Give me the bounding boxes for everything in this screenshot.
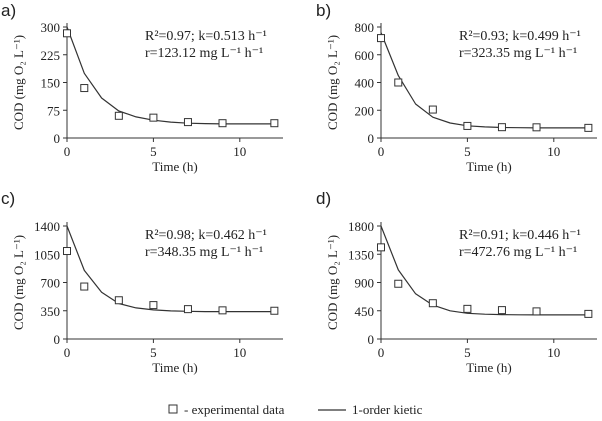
y-tick-label: 150 (41, 76, 61, 91)
experimental-point (114, 111, 123, 120)
panel-1: b) 0 200 400 600 800 0 5 10 Time (h) COD (mg O₂ L⁻… (316, 1, 597, 174)
legend: - experimental data 1-order kietic (168, 402, 423, 417)
y-tick-label: 0 (54, 332, 61, 347)
experimental-point (463, 304, 472, 313)
y-tick-label: 350 (41, 304, 61, 319)
y-tick-label: 225 (41, 48, 61, 63)
model-curve (66, 225, 275, 313)
y-tick-label: 200 (355, 103, 375, 118)
y-tick-label: 1350 (348, 247, 374, 262)
fit-annotation: r=472.76 mg L⁻¹ h⁻¹ (459, 245, 577, 260)
x-tick-label: 5 (464, 144, 471, 159)
fit-annotation: R²=0.91; k=0.446 h⁻¹ (459, 228, 581, 243)
experimental-point (377, 34, 385, 43)
model-curve (380, 225, 589, 316)
y-tick-label: 400 (355, 76, 375, 91)
model-curve (380, 32, 589, 129)
y-tick-label: 0 (368, 131, 375, 146)
y-tick-label: 1400 (34, 219, 60, 234)
x-tick-label: 5 (150, 144, 157, 159)
panel-3: d) 0 450 900 1350 1800 0 5 10 Time (h) COD (mg O₂ … (316, 189, 597, 375)
fit-annotation: R²=0.93; k=0.499 h⁻¹ (459, 29, 581, 44)
legend-experimental-label: - experimental data (184, 402, 285, 417)
panel-2: c) 0 350 700 1050 1400 0 5 10 Time (h) COD (mg O₂ … (1, 189, 283, 375)
y-tick-label: 75 (47, 103, 60, 118)
x-axis-label: Time (h) (152, 360, 197, 375)
x-tick-label: 0 (378, 345, 385, 360)
experimental-point (497, 123, 506, 132)
panel-label: a) (1, 1, 16, 20)
experimental-point (428, 105, 437, 114)
experimental-point (114, 296, 123, 305)
panel-label: b) (316, 1, 331, 20)
experimental-point (63, 29, 71, 38)
fit-annotation: r=348.35 mg L⁻¹ h⁻¹ (145, 245, 263, 260)
x-tick-label: 5 (464, 345, 471, 360)
x-axis-label: Time (h) (466, 159, 511, 174)
experimental-point (394, 279, 403, 288)
y-tick-label: 450 (355, 304, 375, 319)
experimental-point (183, 305, 192, 314)
x-tick-label: 10 (233, 144, 246, 159)
experimental-point (497, 306, 506, 315)
y-axis-label: COD (mg O₂ L⁻¹) (11, 235, 26, 330)
experimental-point (270, 306, 279, 315)
y-axis-label: COD (mg O₂ L⁻¹) (325, 35, 340, 130)
y-tick-label: 800 (355, 20, 375, 35)
model-curve (66, 26, 275, 125)
x-tick-label: 10 (233, 345, 246, 360)
experimental-point (377, 243, 385, 252)
x-tick-label: 0 (378, 144, 385, 159)
legend-model-label: 1-order kietic (352, 402, 423, 417)
y-tick-label: 600 (355, 48, 375, 63)
x-axis-label: Time (h) (152, 159, 197, 174)
panel-label: c) (1, 189, 15, 208)
y-tick-label: 700 (41, 276, 61, 291)
experimental-point (584, 123, 593, 132)
x-tick-label: 10 (547, 144, 560, 159)
y-tick-label: 1800 (348, 219, 374, 234)
experimental-point (63, 247, 71, 256)
fit-annotation: R²=0.98; k=0.462 h⁻¹ (145, 228, 267, 243)
fit-annotation: R²=0.97; k=0.513 h⁻¹ (145, 29, 267, 44)
experimental-point (584, 309, 593, 318)
experimental-point (428, 299, 437, 308)
experimental-point (270, 119, 279, 128)
fit-annotation: r=123.12 mg L⁻¹ h⁻¹ (145, 46, 263, 61)
fit-annotation: r=323.35 mg L⁻¹ h⁻¹ (459, 46, 577, 61)
legend-experimental-marker (168, 404, 178, 414)
y-axis-label: COD (mg O₂ L⁻¹) (325, 235, 340, 330)
experimental-point (394, 78, 403, 87)
x-tick-label: 0 (64, 345, 71, 360)
x-tick-label: 0 (64, 144, 71, 159)
x-tick-label: 5 (150, 345, 157, 360)
experimental-point (463, 121, 472, 130)
x-axis-label: Time (h) (466, 360, 511, 375)
experimental-point (532, 123, 541, 132)
y-axis-label: COD (mg O₂ L⁻¹) (11, 35, 26, 130)
experimental-point (80, 84, 89, 93)
y-tick-label: 900 (355, 276, 375, 291)
experimental-point (149, 113, 158, 122)
panel-0: a) 0 75 150 225 300 0 5 10 Time (h) COD (mg O₂ L⁻¹… (1, 1, 283, 174)
x-tick-label: 10 (547, 345, 560, 360)
y-tick-label: 0 (54, 131, 61, 146)
experimental-point (80, 282, 89, 291)
experimental-point (183, 118, 192, 127)
y-tick-label: 300 (41, 20, 61, 35)
experimental-point (218, 119, 227, 128)
experimental-point (218, 306, 227, 315)
experimental-point (149, 301, 158, 310)
y-tick-label: 1050 (34, 247, 60, 262)
panel-label: d) (316, 189, 331, 208)
y-tick-label: 0 (368, 332, 375, 347)
experimental-point (532, 307, 541, 316)
